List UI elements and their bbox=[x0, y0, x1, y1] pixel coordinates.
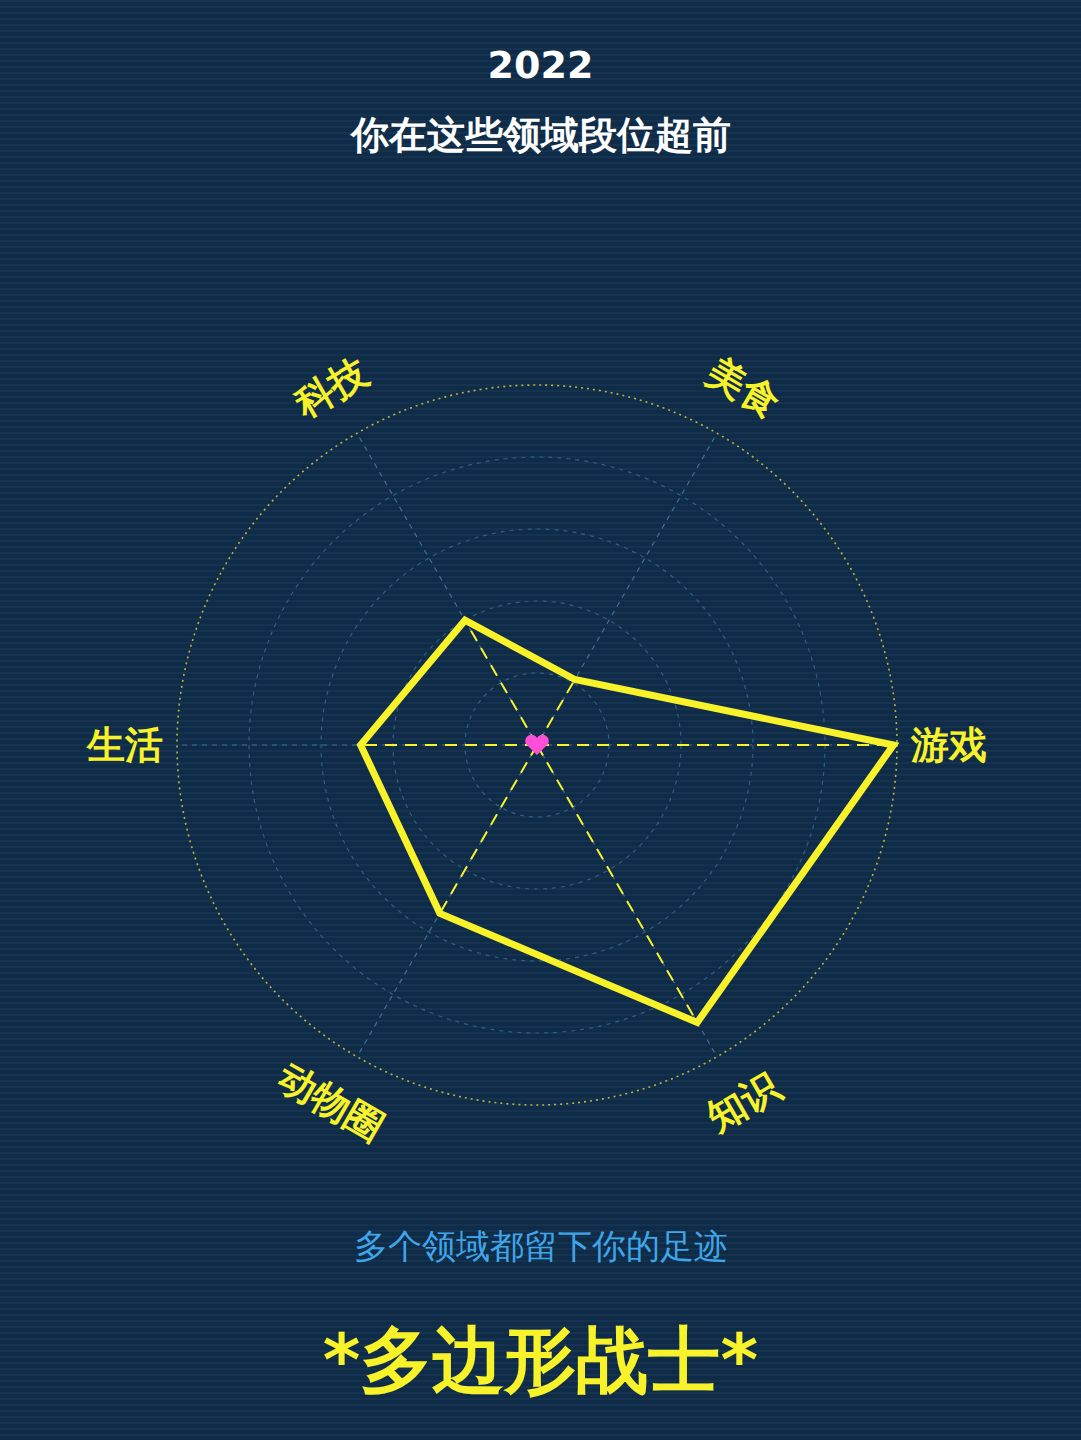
value-spoke bbox=[361, 744, 537, 746]
caption: 多个领域都留下你的足迹 bbox=[354, 1226, 728, 1266]
value-spoke bbox=[537, 745, 697, 1022]
category-label: 知识 bbox=[698, 1063, 788, 1140]
plot-area bbox=[361, 620, 894, 1022]
heart bbox=[525, 735, 549, 755]
title: 2022 bbox=[488, 43, 594, 87]
value-spoke bbox=[440, 745, 537, 913]
axis-spoke bbox=[537, 745, 717, 1057]
category-label: 美食 bbox=[698, 350, 787, 427]
category-label: 生活 bbox=[86, 723, 163, 767]
grid-ring bbox=[177, 385, 897, 1105]
radar-polygon bbox=[361, 620, 894, 1022]
axis-spoke bbox=[537, 744, 897, 745]
subtitle: 你在这些领域段位超前 bbox=[349, 113, 731, 157]
grid bbox=[177, 385, 897, 1105]
category-label: 科技 bbox=[286, 350, 375, 427]
axis-spoke bbox=[537, 433, 717, 745]
category-label: 动物圈 bbox=[270, 1054, 392, 1150]
category-label: 游戏 bbox=[910, 723, 987, 767]
chart: 2022 你在这些领域段位超前游戏 美食 科技生活动物圈 知识多个领域都留下你的足迹 *多… bbox=[0, 0, 1081, 1440]
badge: *多边形战士* bbox=[323, 1318, 758, 1402]
value-spoke bbox=[537, 744, 893, 746]
axis-spoke bbox=[357, 433, 537, 745]
